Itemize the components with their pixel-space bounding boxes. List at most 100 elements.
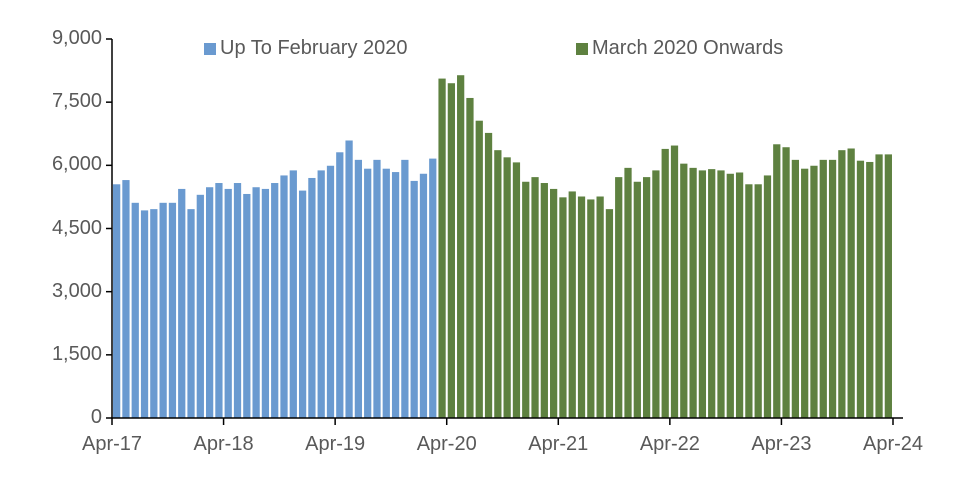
bar <box>866 161 874 418</box>
bar <box>457 75 465 418</box>
bar <box>298 190 307 418</box>
bar <box>540 183 548 418</box>
bar <box>828 159 837 419</box>
bar <box>773 144 781 418</box>
bar <box>577 196 586 418</box>
bar <box>689 167 697 418</box>
bar <box>113 184 121 418</box>
bar <box>494 150 502 419</box>
x-tick-label: Apr-22 <box>639 433 700 455</box>
bar <box>131 202 139 418</box>
bar <box>243 193 251 418</box>
bar <box>735 172 744 418</box>
legend-label: Up To February 2020 <box>220 37 408 59</box>
y-tick-label: 1,500 <box>51 342 102 365</box>
bar <box>466 97 474 419</box>
bar <box>391 172 400 418</box>
bar <box>168 202 177 418</box>
legend-label: March 2020 Onwards <box>592 37 784 59</box>
bar <box>271 183 279 418</box>
axes-group <box>106 38 903 425</box>
bar <box>754 184 762 418</box>
bar <box>791 159 799 419</box>
bar <box>410 180 418 418</box>
bar <box>122 180 130 418</box>
bar <box>633 181 641 418</box>
bar <box>596 196 604 418</box>
bar <box>763 175 772 418</box>
bar <box>280 175 288 418</box>
legend-item-up-to-feb-2020: Up To February 2020 <box>204 37 408 60</box>
bar <box>196 194 204 418</box>
bar <box>587 199 595 418</box>
bar <box>289 170 297 418</box>
bar <box>624 167 632 418</box>
y-tick-label: 4,500 <box>51 216 102 239</box>
bar <box>308 177 316 418</box>
bar <box>698 170 707 418</box>
legend-swatch-blue <box>204 42 216 55</box>
bar <box>336 152 344 418</box>
legend-swatch-green <box>576 42 588 55</box>
bar <box>559 197 567 418</box>
bar <box>503 157 511 418</box>
bar <box>550 188 558 418</box>
bar <box>782 147 790 419</box>
y-tick-label: 0 <box>90 406 102 428</box>
bar <box>642 177 651 418</box>
bar <box>475 120 483 418</box>
bar <box>875 154 883 418</box>
x-tick-label: Apr-24 <box>862 433 924 455</box>
bar <box>438 78 446 418</box>
bar <box>745 184 753 418</box>
bar <box>652 170 660 418</box>
bar <box>615 177 623 418</box>
x-tick-label: Apr-17 <box>81 433 143 455</box>
bar <box>484 132 493 418</box>
bar <box>178 188 186 418</box>
bar <box>810 165 818 418</box>
bar <box>252 187 260 418</box>
y-tick-label: 7,500 <box>51 90 102 113</box>
bar <box>187 209 195 418</box>
bar <box>364 168 372 418</box>
bar <box>159 202 167 418</box>
bar <box>531 177 539 418</box>
bar <box>224 188 232 418</box>
bar <box>522 181 530 418</box>
bar <box>819 159 827 419</box>
bar <box>661 148 669 418</box>
bar <box>401 159 409 419</box>
bar <box>856 160 865 418</box>
bar <box>206 187 214 418</box>
y-tick-label: 9,000 <box>51 27 102 49</box>
bar <box>317 170 325 418</box>
x-tick-label: Apr-19 <box>305 433 366 455</box>
bar <box>429 158 437 418</box>
x-tick-label: Apr-18 <box>193 433 254 455</box>
bar <box>233 183 242 418</box>
bar <box>150 209 158 418</box>
bar <box>140 210 149 418</box>
bar <box>215 183 223 418</box>
bar <box>568 191 576 418</box>
y-tick-label: 6,000 <box>51 153 102 176</box>
bar <box>605 209 614 418</box>
bar <box>884 154 892 418</box>
bar <box>726 173 734 418</box>
y-tick-label: 3,000 <box>51 279 102 302</box>
x-tick-label: Apr-20 <box>416 433 477 455</box>
legend-item-march-2020-onwards: March 2020 Onwards <box>576 37 783 60</box>
bar <box>345 140 353 419</box>
bar <box>801 168 809 418</box>
bar <box>354 159 363 419</box>
bar <box>838 150 846 419</box>
bar <box>326 165 335 418</box>
x-tick-label: Apr-21 <box>528 433 589 455</box>
bars-group <box>113 75 892 419</box>
bar <box>447 83 455 418</box>
bar <box>419 173 428 418</box>
bar <box>680 163 688 418</box>
bar <box>382 168 390 418</box>
